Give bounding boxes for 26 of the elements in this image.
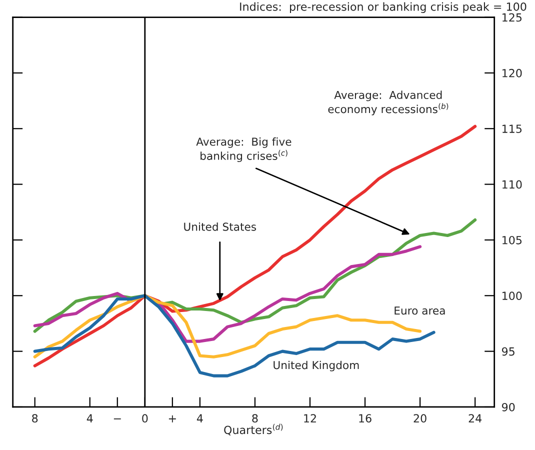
series-label: Euro area (394, 306, 445, 315)
x-tick-label: 20 (414, 414, 426, 423)
y-tick-label: 125 (502, 13, 522, 22)
x-tick-label: 12 (304, 414, 316, 422)
x-tick-label: − (114, 418, 121, 420)
x-tick-label: 4 (86, 414, 93, 422)
y-tick-label: 105 (502, 236, 522, 244)
y-axis-title: Indices: pre-recession or banking crisis peak = 100 (240, 2, 526, 14)
series-label: United Kingdom (274, 360, 359, 372)
y-tick-label: 110 (502, 180, 522, 189)
y-tick-label: 115 (502, 124, 522, 133)
y-tick-label: 95 (502, 347, 514, 356)
text: United States (184, 222, 256, 231)
x-tick-label: 8 (252, 414, 258, 423)
x-axis-title: Quarters$^{(d)}$ (224, 424, 283, 436)
y-tick-label: 120 (502, 68, 522, 78)
text: Average: Big five banking crises$^{(c)}$ (196, 137, 292, 162)
x-tick-label: 4 (196, 414, 203, 422)
x-tick-label: 0 (142, 414, 148, 423)
y-tick-label: 100 (502, 292, 522, 300)
y-tick-label: 90 (502, 402, 515, 412)
x-tick-label: 16 (359, 414, 372, 423)
x-tick-label: 24 (468, 414, 482, 422)
x-tick-label: 8 (32, 414, 38, 423)
text: Average: Advanced economy recessions$^{(b)}$ (328, 90, 448, 116)
x-tick-label: + (168, 415, 176, 422)
